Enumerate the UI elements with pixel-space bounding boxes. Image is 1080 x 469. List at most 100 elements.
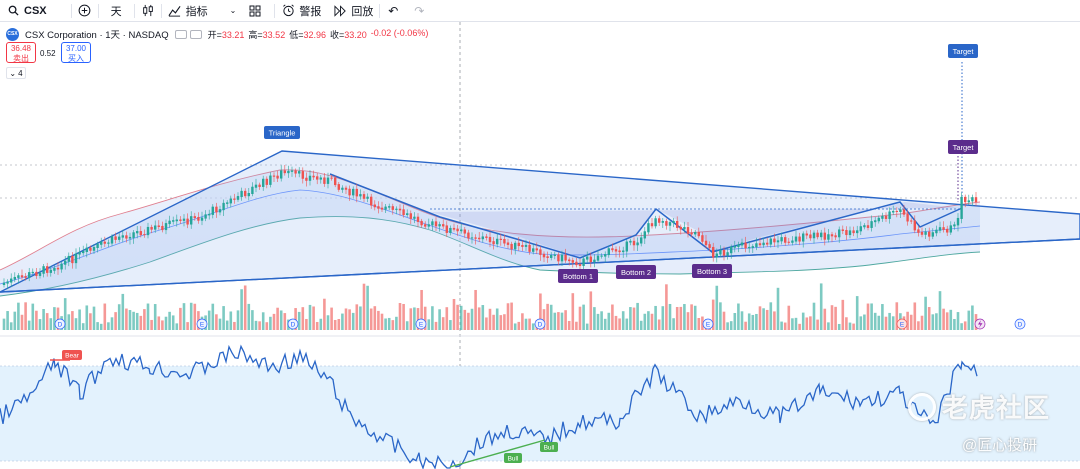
volume-bar — [629, 307, 632, 330]
volume-bar — [812, 302, 816, 330]
eye-icon[interactable] — [174, 29, 187, 39]
candle — [13, 276, 16, 280]
candle — [884, 215, 888, 219]
bull-label-1[interactable]: Bull — [504, 453, 522, 463]
volume-bar — [967, 310, 971, 330]
candle — [967, 200, 970, 203]
volume-bar — [96, 322, 99, 330]
triangle-lower-edge — [0, 238, 1080, 293]
earnings-marker[interactable]: E — [196, 318, 208, 330]
volume-bar — [24, 302, 27, 330]
replay-button[interactable]: 回放 — [327, 0, 379, 22]
earnings-marker[interactable]: E — [702, 318, 714, 330]
alert-button[interactable]: 警报 — [275, 0, 327, 22]
candle — [82, 251, 85, 254]
divider — [97, 3, 99, 18]
dividend-marker[interactable]: D — [54, 318, 66, 330]
spread-value: 0.52 — [40, 49, 56, 58]
symbol-search[interactable]: CSX — [0, 0, 53, 22]
volume-bar — [114, 312, 117, 330]
dividend-marker[interactable]: D — [534, 318, 546, 330]
target-label-triangle[interactable]: Target — [948, 44, 978, 58]
dividend-marker[interactable]: D — [287, 318, 299, 330]
indicator-collapse-button[interactable]: ⌄ 4 — [6, 67, 26, 79]
buy-button[interactable]: 37.00 买入 — [61, 42, 91, 63]
candle — [391, 206, 394, 210]
volume-bar — [31, 303, 35, 330]
volume-bar — [143, 309, 146, 330]
bull-label-2[interactable]: Bull — [540, 442, 558, 452]
volume-bar — [384, 318, 387, 330]
volume-bar — [125, 308, 128, 330]
candle — [211, 206, 214, 215]
triangle-label[interactable]: Triangle — [264, 126, 300, 139]
indicators-button[interactable]: 指标 ⌄ — [162, 0, 243, 22]
candle — [204, 214, 207, 219]
volume-bar — [589, 291, 593, 330]
volume-bar — [182, 303, 186, 330]
candle — [265, 178, 268, 185]
more-icon[interactable] — [189, 29, 202, 39]
interval-button[interactable]: 天 — [99, 0, 134, 22]
lightning-event-marker[interactable] — [974, 318, 986, 330]
volume-bar — [261, 312, 265, 330]
candle — [424, 224, 427, 227]
candle — [568, 259, 571, 262]
undo-button[interactable]: ↶ — [380, 0, 406, 22]
legend-actions[interactable] — [174, 29, 202, 39]
volume-bar — [283, 313, 287, 330]
candle — [740, 242, 744, 246]
compare-button[interactable] — [72, 0, 98, 22]
svg-text:Triangle: Triangle — [269, 129, 296, 138]
volume-bar — [686, 312, 690, 330]
candle — [542, 253, 546, 258]
candle — [366, 196, 369, 199]
volume-bar — [225, 320, 229, 330]
divider — [379, 3, 381, 18]
bottom1-label[interactable]: Bottom 1 — [558, 269, 598, 283]
chart-type-button[interactable] — [135, 0, 161, 22]
candle — [370, 196, 373, 206]
candle — [71, 255, 74, 264]
candle — [481, 236, 484, 240]
redo-button[interactable]: ↷ — [406, 0, 432, 22]
volume-bar — [6, 311, 9, 330]
candle — [690, 232, 693, 235]
volume-bar — [740, 311, 744, 330]
target-label-bottom[interactable]: Target — [948, 140, 978, 154]
candle — [586, 256, 589, 260]
volume-bar — [513, 323, 517, 330]
volume-bar — [233, 321, 236, 330]
candle — [528, 244, 531, 252]
candle — [161, 225, 164, 231]
candle — [128, 236, 132, 239]
earnings-marker[interactable]: E — [896, 318, 908, 330]
volume-bar — [877, 315, 881, 330]
volume-bar — [503, 314, 506, 330]
candle — [506, 242, 510, 245]
svg-text:Bull: Bull — [544, 445, 555, 452]
candle — [200, 217, 204, 221]
dividend-marker[interactable]: D — [1014, 318, 1026, 330]
volume-bar — [852, 323, 855, 330]
price-chart[interactable]: D E D E D E E D Triangle Bottom 1 Bottom 2 Bott… — [0, 22, 1080, 469]
bottom3-label[interactable]: Bottom 3 — [692, 264, 732, 278]
volume-bar — [834, 306, 837, 330]
bear-label[interactable]: Bear — [62, 350, 82, 360]
symbol-label: CSX — [24, 4, 47, 17]
candle — [827, 234, 830, 240]
candle — [280, 170, 283, 179]
candle — [942, 227, 945, 230]
candle — [438, 224, 441, 227]
earnings-marker[interactable]: E — [415, 318, 427, 330]
sell-button[interactable]: 36.48 卖出 — [6, 42, 36, 63]
volume-bar — [506, 303, 510, 330]
volume-bar — [117, 304, 121, 330]
volume-bar — [269, 316, 272, 330]
bottom2-label[interactable]: Bottom 2 — [616, 265, 656, 279]
candle — [89, 247, 92, 251]
volume-bar — [92, 306, 96, 330]
candle — [575, 261, 578, 266]
layout-button[interactable] — [242, 0, 268, 22]
volume-bar — [715, 285, 719, 330]
